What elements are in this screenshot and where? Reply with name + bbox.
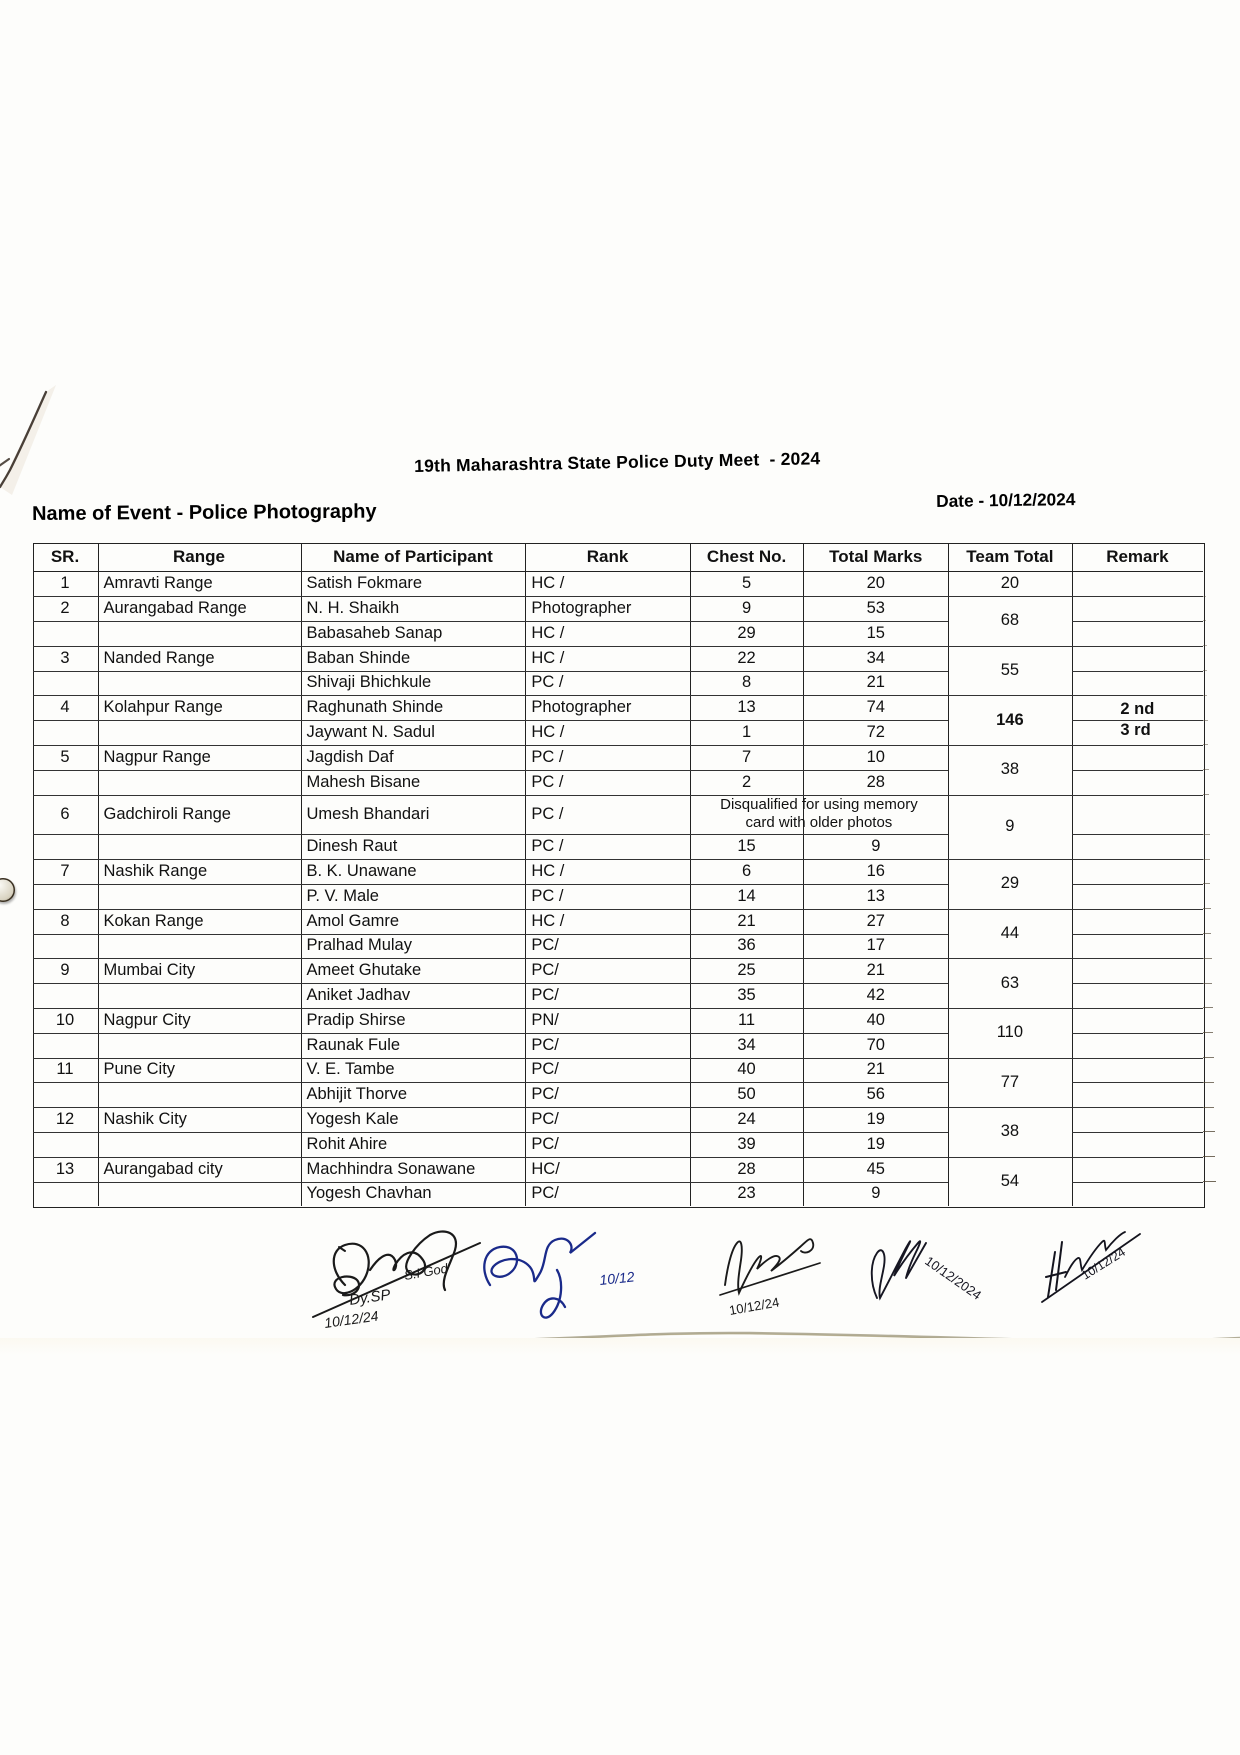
svg-text:10/12/24: 10/12/24 <box>728 1294 780 1318</box>
svg-text:S.I God: S.I God <box>403 1260 450 1283</box>
svg-text:10/12/2024: 10/12/2024 <box>922 1253 984 1303</box>
svg-text:10/12: 10/12 <box>599 1268 636 1288</box>
